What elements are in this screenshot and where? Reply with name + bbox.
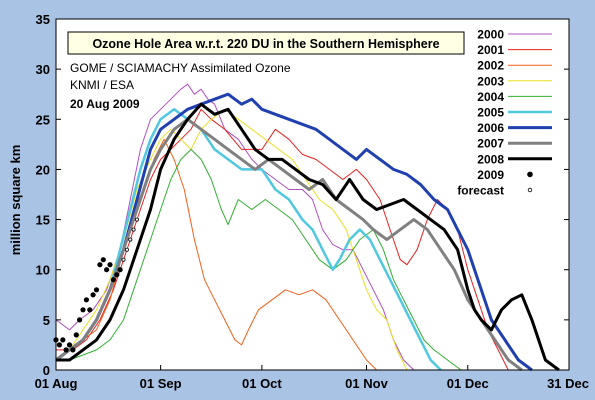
obs-2009-point-4 [66, 342, 73, 348]
legend-label-2009: 2009 [477, 168, 504, 182]
obs-2009-point-18 [114, 272, 120, 278]
series-layer [55, 83, 560, 372]
obs-2009-point-3 [63, 347, 69, 353]
legend-label-2000: 2000 [477, 28, 504, 42]
legend-swatch-2009 [527, 171, 533, 178]
legend-label-2001: 2001 [477, 43, 504, 57]
legend-label-2004: 2004 [477, 90, 504, 104]
x-tick-label-5: 31 Dec [547, 376, 589, 391]
y-tick-label-5: 5 [43, 313, 50, 328]
y-tick-label-25: 25 [36, 112, 50, 127]
obs-2009-point-15 [104, 267, 110, 273]
x-tick-label-3: 01 Nov [345, 376, 388, 391]
forecast-2009-point-2 [128, 237, 133, 242]
series-line-2008 [56, 102, 560, 372]
y-tick-label-0: 0 [43, 363, 50, 378]
series-line-2006 [55, 92, 533, 372]
obs-2009-point-5 [70, 347, 76, 353]
forecast-2009-point-0 [121, 257, 126, 262]
obs-2009-point-13 [97, 262, 103, 268]
legend-swatch-forecast [527, 187, 533, 193]
obs-2009-point-17 [110, 277, 116, 283]
obs-2009-point-2 [60, 337, 66, 343]
obs-2009-point-10 [87, 307, 93, 313]
x-tick-label-2: 01 Oct [242, 376, 282, 391]
obs-2009-point-19 [117, 267, 123, 273]
obs-2009-point-7 [77, 317, 83, 323]
subtitle-line-3: 20 Aug 2009 [70, 97, 140, 111]
y-tick-label-10: 10 [36, 263, 50, 278]
obs-2009-point-6 [73, 332, 79, 338]
legend-label-forecast: forecast [457, 184, 504, 198]
legend-label-2006: 2006 [477, 121, 504, 135]
plot-frame [55, 18, 570, 371]
obs-2009-point-11 [90, 292, 96, 298]
observation-dots-layer [53, 217, 139, 353]
legend-label-2007: 2007 [477, 137, 504, 151]
legend-label-2005: 2005 [477, 106, 504, 120]
forecast-2009-point-3 [131, 227, 136, 232]
obs-2009-point-16 [107, 262, 113, 268]
obs-2009-point-9 [83, 297, 89, 303]
series-line-2005 [55, 108, 442, 371]
x-tick-label-0: 01 Aug [35, 376, 78, 391]
forecast-2009-point-4 [134, 217, 139, 222]
y-axis-label: million square km [8, 145, 23, 256]
y-tick-label-35: 35 [36, 12, 50, 27]
forecast-2009-point-1 [124, 247, 129, 252]
x-tick-label-4: 01 Dec [447, 376, 489, 391]
y-tick-label-20: 20 [36, 162, 50, 177]
obs-2009-point-12 [93, 287, 100, 293]
chart-title: Ozone Hole Area w.r.t. 220 DU in the Sou… [92, 37, 439, 51]
subtitle-line-1: GOME / SCIAMACHY Assimilated Ozone [70, 61, 291, 75]
subtitle-line-2: KNMI / ESA [70, 78, 134, 92]
legend-label-2008: 2008 [477, 152, 504, 166]
y-tick-label-15: 15 [36, 213, 50, 228]
obs-2009-point-8 [80, 307, 86, 313]
axis-layer: 0 5 10 15 20 25 30 35 01 Aug 01 Sep 01 Oct 01 Nov 01… [35, 12, 589, 391]
series-line-2004 [56, 148, 462, 371]
legend-label-2002: 2002 [477, 59, 504, 73]
legend-label-2003: 2003 [477, 74, 504, 88]
y-tick-label-30: 30 [36, 62, 50, 77]
series-line-2007 [55, 117, 523, 372]
obs-2009-point-14 [100, 257, 106, 263]
obs-2009-point-1 [56, 342, 63, 348]
x-tick-label-1: 01 Sep [140, 376, 182, 391]
title-box: Ozone Hole Area w.r.t. 220 DU in the Sou… [67, 31, 465, 55]
